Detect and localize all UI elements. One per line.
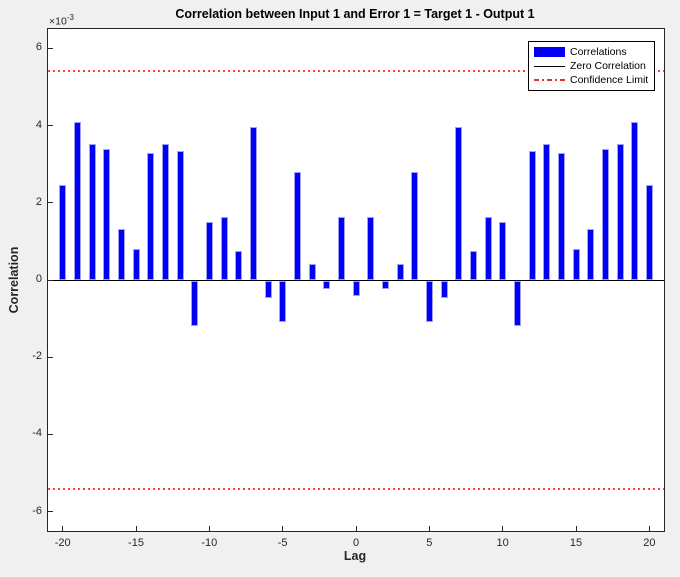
correlation-bar	[103, 148, 111, 280]
y-tick-mark	[48, 202, 53, 204]
y-axis-multiplier-base: ×10	[49, 15, 67, 28]
y-tick-mark	[48, 511, 53, 513]
plot-area: -20 -15 -10 -5 0 5 10 15 20 6 4 2 0 -2 -4 -6	[32, 28, 665, 549]
x-tick-label: -20	[54, 537, 71, 549]
correlation-bar	[176, 151, 184, 280]
x-tick-mark	[355, 526, 357, 531]
correlation-bar	[323, 281, 331, 289]
y-tick-mark	[48, 279, 53, 281]
correlation-bar	[557, 152, 565, 280]
correlation-bar	[191, 281, 199, 327]
correlation-bar	[337, 216, 345, 280]
correlation-bar	[411, 171, 419, 280]
correlation-bar	[161, 144, 169, 280]
x-tick-label: -10	[201, 537, 218, 549]
x-tick-mark	[648, 526, 650, 531]
correlation-bar	[308, 264, 316, 280]
legend-item-zero-correlation[interactable]: Zero Correlation	[529, 59, 654, 73]
correlation-bar	[132, 248, 140, 280]
y-tick-label: -4	[32, 427, 42, 440]
correlation-bar	[88, 144, 96, 280]
y-tick-label: 0	[35, 273, 42, 285]
y-tick-label: 4	[35, 118, 42, 131]
correlation-bar	[396, 264, 404, 280]
correlation-bar	[601, 148, 609, 280]
correlation-bar	[440, 281, 448, 299]
zero-correlation-line	[48, 280, 664, 281]
x-tick-label: 0	[352, 537, 360, 549]
correlation-bar	[587, 229, 595, 280]
x-tick-mark	[208, 526, 210, 531]
correlation-bar	[645, 185, 653, 280]
legend-label-zero-correlation: Zero Correlation	[570, 60, 646, 72]
correlation-bar	[73, 122, 81, 280]
legend-label-confidence-limit: Confidence Limit	[570, 74, 649, 86]
correlation-bar	[59, 185, 67, 280]
correlation-bar	[352, 281, 360, 296]
correlation-bar	[220, 216, 228, 280]
x-axis-label: Lag	[343, 549, 367, 563]
correlation-bar	[205, 222, 213, 280]
correlations-swatch-icon	[534, 47, 565, 57]
correlation-bar	[367, 216, 375, 280]
confidence-limit-line-icon	[534, 79, 565, 81]
x-tick-mark	[62, 526, 64, 531]
correlation-bar	[279, 281, 287, 322]
y-tick-label: -6	[32, 504, 42, 517]
x-tick-mark	[428, 526, 430, 531]
legend-item-correlations[interactable]: Correlations	[529, 45, 654, 59]
y-tick-label: 6	[35, 41, 42, 54]
x-tick-mark	[135, 526, 137, 531]
correlation-bar	[631, 122, 639, 280]
y-tick-label: 2	[35, 195, 42, 208]
y-tick-mark	[48, 433, 53, 435]
correlation-bar	[513, 281, 521, 327]
x-tick-mark	[575, 526, 577, 531]
y-tick-mark	[48, 125, 53, 127]
correlation-bar	[616, 144, 624, 280]
correlation-bar	[264, 281, 272, 299]
correlation-bar	[147, 152, 155, 280]
correlation-bar	[235, 250, 243, 280]
correlation-bar	[249, 126, 257, 280]
legend-label-correlations: Correlations	[570, 46, 627, 58]
x-tick-mark	[282, 526, 284, 531]
x-tick-mark	[502, 526, 504, 531]
legend-item-confidence-limit[interactable]: Confidence Limit	[529, 73, 654, 87]
correlation-bar	[117, 229, 125, 280]
correlation-bar	[528, 151, 536, 280]
chart-title: Correlation between Input 1 and Error 1 …	[175, 7, 535, 21]
correlation-bar	[455, 126, 463, 280]
correlation-bar	[381, 281, 389, 289]
x-tick-label: 15	[569, 537, 583, 549]
x-tick-label: 5	[426, 537, 433, 549]
zero-correlation-line-icon	[534, 65, 565, 67]
y-tick-mark	[48, 356, 53, 358]
y-axis-multiplier-exponent: -3	[66, 13, 74, 22]
confidence-limit-line	[48, 487, 664, 490]
correlation-bar	[484, 216, 492, 280]
x-tick-label: 10	[496, 537, 509, 549]
correlation-bar	[293, 171, 301, 280]
y-tick-mark	[48, 47, 53, 49]
x-tick-label: 20	[643, 537, 656, 549]
correlation-bar	[425, 281, 433, 322]
confidence-limit-line	[48, 70, 664, 73]
y-tick-label: -2	[32, 350, 42, 363]
correlation-bar	[469, 250, 477, 280]
legend[interactable]: Correlations Zero Correlation Confidence…	[528, 41, 655, 91]
correlation-bar	[499, 222, 507, 280]
x-tick-label: -5	[277, 537, 288, 549]
correlation-bar	[543, 144, 551, 280]
y-axis-multiplier: ×10-3	[49, 13, 74, 28]
correlation-bar	[572, 248, 580, 280]
x-tick-label: -15	[128, 537, 144, 549]
